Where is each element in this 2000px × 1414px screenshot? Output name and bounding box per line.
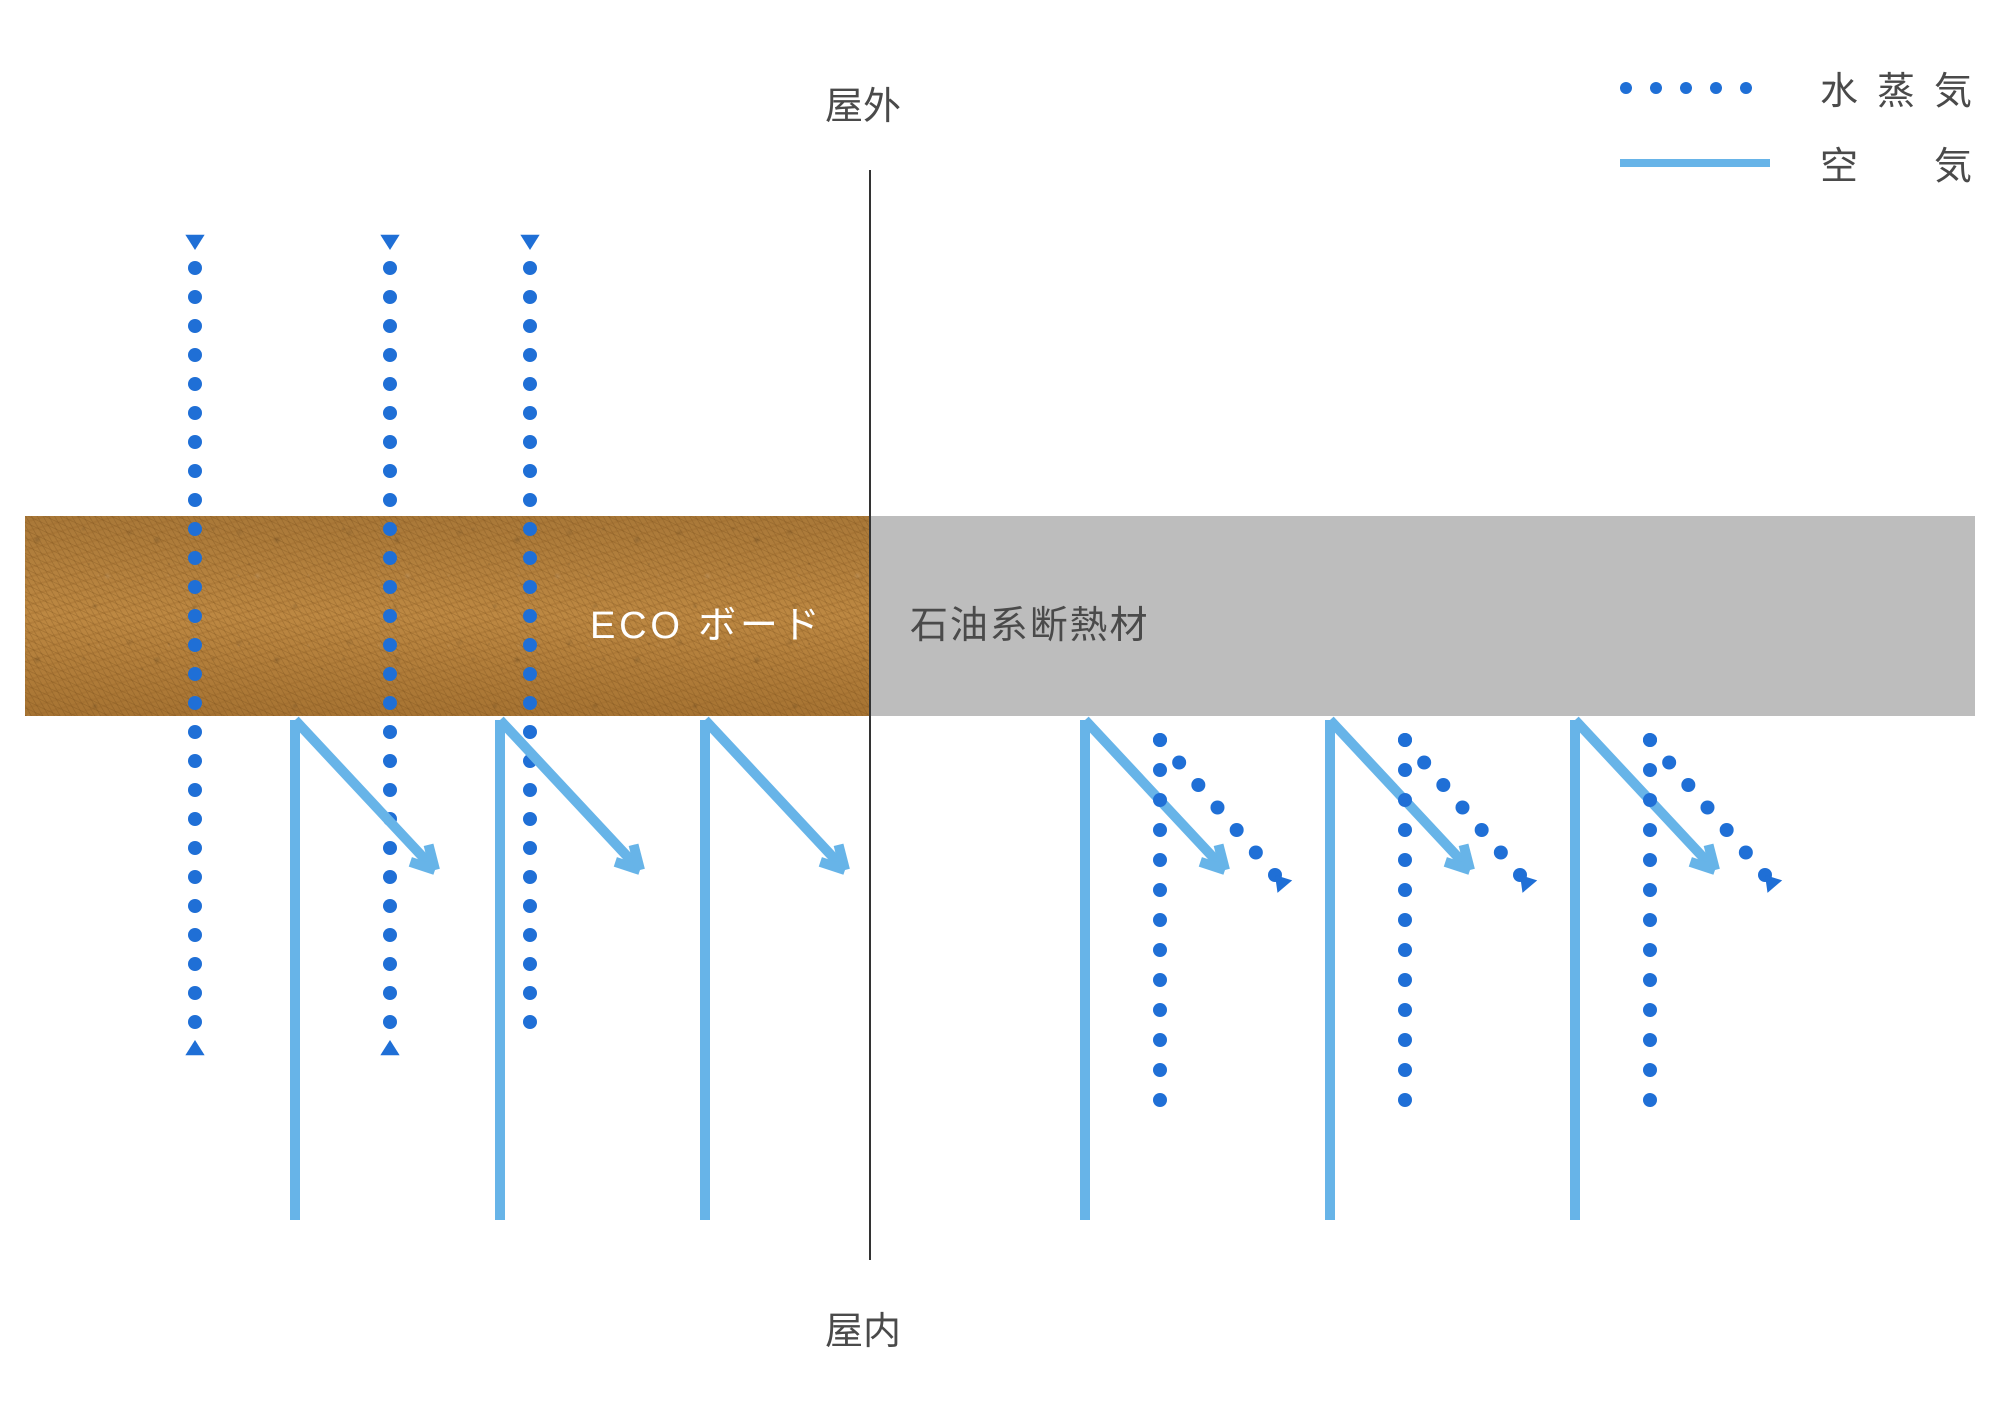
legend-row-vapor: 水蒸気 — [1620, 60, 1991, 115]
legend-label-air: 空 気 — [1820, 135, 1991, 190]
label-petro-insulation: 石油系断熱材 — [910, 594, 1149, 649]
label-outdoor: 屋外 — [825, 75, 901, 130]
diagram-svg — [0, 0, 2000, 1414]
legend-swatch-dotted — [1620, 78, 1780, 98]
legend: 水蒸気 空 気 — [1620, 60, 1991, 190]
label-indoor: 屋内 — [825, 1300, 901, 1355]
legend-row-air: 空 気 — [1620, 135, 1991, 190]
legend-swatch-solid — [1620, 153, 1780, 173]
label-eco-board: ECO ボード — [590, 594, 824, 649]
legend-label-vapor: 水蒸気 — [1820, 60, 1991, 115]
